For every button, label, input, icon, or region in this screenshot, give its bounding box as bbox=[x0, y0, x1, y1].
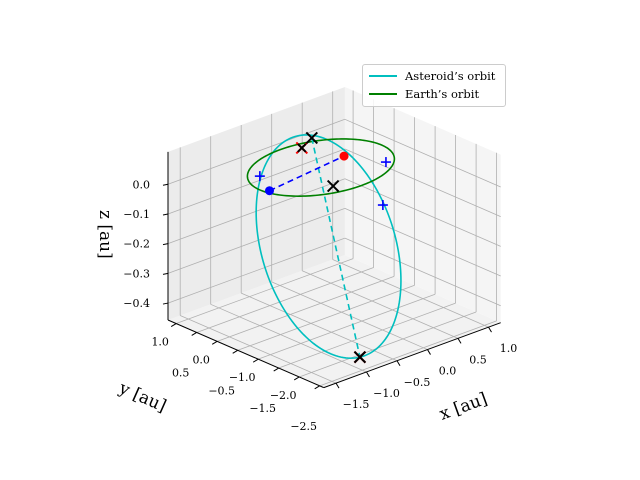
x-marker bbox=[305, 131, 319, 145]
x-tick-label: −1.0 bbox=[373, 387, 400, 400]
gridline-y-floor bbox=[237, 284, 415, 351]
y-tick-label: −1.5 bbox=[249, 402, 276, 415]
y-tick-label: 1.0 bbox=[151, 336, 169, 349]
position-dashed-line bbox=[269, 155, 345, 192]
legend-item-earth: Earth’s orbit bbox=[369, 85, 479, 103]
gridline-z-left-wall bbox=[167, 208, 346, 274]
z-tick-mark bbox=[162, 213, 169, 216]
x-tick-mark bbox=[335, 382, 340, 389]
gridline-x-floor bbox=[180, 315, 337, 384]
x-stroke bbox=[305, 131, 319, 145]
gridline-y-floor bbox=[217, 276, 395, 342]
gridline-z-right-wall bbox=[344, 118, 501, 188]
gridline-x-floor bbox=[210, 303, 367, 373]
x-marker bbox=[297, 143, 307, 153]
plus-marker bbox=[254, 171, 265, 182]
z-tick-label: −0.4 bbox=[123, 297, 150, 310]
y-tick-label: 0.0 bbox=[192, 353, 210, 366]
floor-pane bbox=[168, 255, 501, 388]
y-tick-mark bbox=[314, 385, 320, 390]
y-tick-mark bbox=[273, 367, 279, 372]
plus-marker bbox=[380, 157, 391, 168]
y-tick-label: −1.0 bbox=[229, 371, 256, 384]
x-tick-mark bbox=[457, 338, 462, 344]
tick-labels: −1.5−1.0−0.50.00.51.01.00.50.0−0.5−1.0−1… bbox=[123, 178, 517, 433]
y-tick-label: −0.5 bbox=[208, 384, 235, 397]
z-tick-label: −0.1 bbox=[123, 208, 150, 221]
legend-label-earth: Earth’s orbit bbox=[405, 87, 480, 101]
z-tick-label: −0.2 bbox=[123, 238, 150, 251]
x-stroke bbox=[353, 350, 367, 364]
z-tick-label: −0.3 bbox=[123, 267, 150, 280]
axis-lines bbox=[167, 151, 501, 389]
z-tick-mark bbox=[162, 243, 169, 246]
y-tick-mark bbox=[252, 358, 259, 363]
x-marker bbox=[326, 179, 340, 193]
plus-marker bbox=[377, 200, 388, 211]
z-tick-mark bbox=[162, 302, 169, 305]
x-tick-label: 1.0 bbox=[500, 342, 518, 355]
gridline-y-floor bbox=[319, 320, 497, 387]
gridline-y-floor bbox=[299, 311, 477, 378]
legend-swatch-asteroid bbox=[369, 75, 397, 77]
y-tick-label: 0.5 bbox=[172, 366, 190, 379]
y-tick-label: −2.5 bbox=[290, 420, 317, 433]
x-tick-label: 0.0 bbox=[439, 365, 457, 378]
x-axis-line bbox=[323, 322, 501, 389]
grid-lines bbox=[167, 90, 501, 387]
gridline-z-right-wall bbox=[344, 237, 501, 307]
gridline-y-floor bbox=[258, 293, 436, 360]
gridline-y-floor bbox=[196, 267, 374, 333]
y-axis-line bbox=[167, 319, 324, 389]
z-tick-mark bbox=[162, 183, 169, 186]
markers-group bbox=[254, 131, 391, 364]
y-tick-mark bbox=[170, 323, 177, 327]
x-tick-mark bbox=[488, 326, 492, 333]
x-tick-label: −1.5 bbox=[343, 398, 370, 411]
gridline-z-right-wall bbox=[344, 178, 501, 247]
position-dot bbox=[339, 151, 349, 161]
apsides-dashed-line bbox=[311, 137, 361, 358]
gridline-x-floor bbox=[302, 270, 459, 339]
position-dot bbox=[265, 186, 274, 196]
y-tick-mark bbox=[191, 332, 197, 336]
legend: Asteroid’s orbit Earth’s orbit bbox=[362, 64, 506, 107]
x-tick-mark bbox=[396, 360, 401, 367]
y-tick-label: −2.0 bbox=[270, 389, 297, 402]
gridline-x-floor bbox=[271, 281, 428, 350]
x-stroke bbox=[326, 179, 340, 193]
gridline-x-floor bbox=[332, 259, 489, 328]
x-stroke bbox=[297, 143, 307, 153]
gridline-z-left-wall bbox=[167, 148, 346, 215]
z-axis-label: z [au] bbox=[95, 210, 115, 259]
y-axis-label: y [au] bbox=[115, 378, 169, 417]
z-tick-label: 0.0 bbox=[133, 178, 151, 191]
gridline-y-floor bbox=[176, 258, 354, 324]
gridline-x-floor bbox=[241, 292, 398, 362]
gridline-z-right-wall bbox=[344, 208, 501, 277]
x-tick-label: −0.5 bbox=[404, 376, 431, 389]
x-marker bbox=[353, 350, 367, 364]
legend-item-asteroid: Asteroid’s orbit bbox=[369, 67, 495, 85]
y-tick-mark bbox=[211, 340, 218, 345]
y-tick-mark bbox=[232, 349, 238, 354]
x-tick-mark bbox=[366, 371, 370, 378]
gridline-z-right-wall bbox=[344, 148, 501, 218]
x-axis-label: x [au] bbox=[437, 389, 490, 425]
y-tick-mark bbox=[293, 376, 300, 381]
legend-swatch-earth bbox=[369, 93, 397, 95]
x-tick-label: 0.5 bbox=[469, 353, 487, 366]
gridline-y-floor bbox=[278, 302, 456, 369]
z-tick-mark bbox=[162, 272, 169, 275]
gridline-z-left-wall bbox=[167, 118, 346, 185]
x-tick-mark bbox=[427, 349, 431, 355]
gridline-z-left-wall bbox=[167, 237, 346, 304]
legend-label-asteroid: Asteroid’s orbit bbox=[405, 69, 496, 83]
